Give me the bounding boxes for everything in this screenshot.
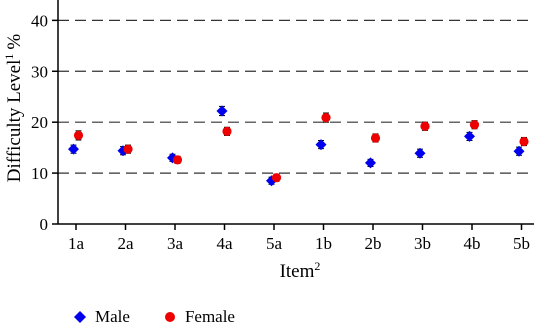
point-female-4b	[469, 120, 480, 130]
y-tick-label-20: 20	[31, 113, 48, 132]
point-male-3b	[414, 147, 426, 159]
legend-item-male: Male	[74, 307, 130, 327]
marker-diamond	[68, 143, 79, 155]
y-axis-ticks: 0 10 20 30 40	[31, 11, 58, 234]
x-tick-label-4a: 4a	[216, 234, 233, 253]
x-tick-label-4b: 4b	[464, 234, 481, 253]
point-male-2b	[365, 157, 376, 169]
x-tick-label-1a: 1a	[68, 234, 85, 253]
marker-circle	[172, 155, 183, 165]
y-tick-label-40: 40	[31, 11, 48, 30]
marker-diamond	[216, 105, 228, 117]
legend-label-female: Female	[184, 307, 235, 326]
y-axis-label: Difficulty Level1%	[2, 34, 25, 183]
point-female-3a	[172, 155, 183, 165]
marker-circle	[73, 130, 84, 141]
data-points	[68, 105, 529, 187]
marker-diamond	[315, 139, 327, 151]
marker-circle	[519, 136, 529, 147]
marker-diamond	[414, 147, 426, 159]
point-female-1a	[73, 130, 84, 141]
axes	[57, 0, 534, 225]
chart: 0 10 20 30 40 1a 2a 3a 4a 5a 1b 2b 3b 4b 5b Item2 Dif…	[2, 0, 534, 282]
marker-circle	[321, 113, 331, 123]
point-female-3b	[420, 121, 430, 131]
marker-diamond	[464, 130, 475, 142]
legend: Male Female	[74, 306, 269, 328]
x-axis-label: Item2	[280, 259, 321, 282]
marker-circle	[123, 144, 133, 154]
marker-circle	[469, 120, 480, 130]
x-tick-label-5a: 5a	[266, 234, 283, 253]
legend-label-male: Male	[95, 307, 130, 326]
marker-diamond	[513, 145, 525, 157]
marker-circle	[222, 126, 232, 136]
marker-diamond	[365, 157, 376, 169]
y-tick-label-30: 30	[31, 62, 48, 81]
marker-circle	[370, 133, 381, 143]
diamond-icon	[74, 311, 86, 323]
point-female-2a	[123, 144, 133, 154]
marker-circle	[420, 121, 430, 131]
point-female-1b	[321, 112, 331, 123]
point-male-1a	[68, 143, 79, 155]
x-tick-label-3a: 3a	[167, 234, 184, 253]
circle-icon	[164, 312, 175, 322]
marker-circle	[271, 173, 282, 183]
y-tick-label-0: 0	[40, 215, 49, 234]
x-tick-label-3b: 3b	[414, 234, 431, 253]
x-tick-label-2a: 2a	[117, 234, 134, 253]
point-male-4b	[464, 130, 475, 142]
gridlines	[58, 19, 534, 174]
x-axis-ticks: 1a 2a 3a 4a 5a 1b 2b 3b 4b 5b	[68, 224, 530, 253]
point-male-4a	[216, 105, 228, 117]
point-female-5b	[519, 136, 529, 147]
x-tick-label-2b: 2b	[365, 234, 382, 253]
point-female-2b	[370, 133, 381, 143]
x-tick-label-1b: 1b	[315, 234, 332, 253]
point-male-1b	[315, 139, 327, 151]
point-female-5a	[271, 173, 282, 183]
x-tick-label-5b: 5b	[513, 234, 530, 253]
point-male-5b	[513, 145, 525, 157]
y-tick-label-10: 10	[31, 164, 48, 183]
point-female-4a	[222, 126, 232, 136]
legend-item-female: Female	[164, 307, 235, 327]
